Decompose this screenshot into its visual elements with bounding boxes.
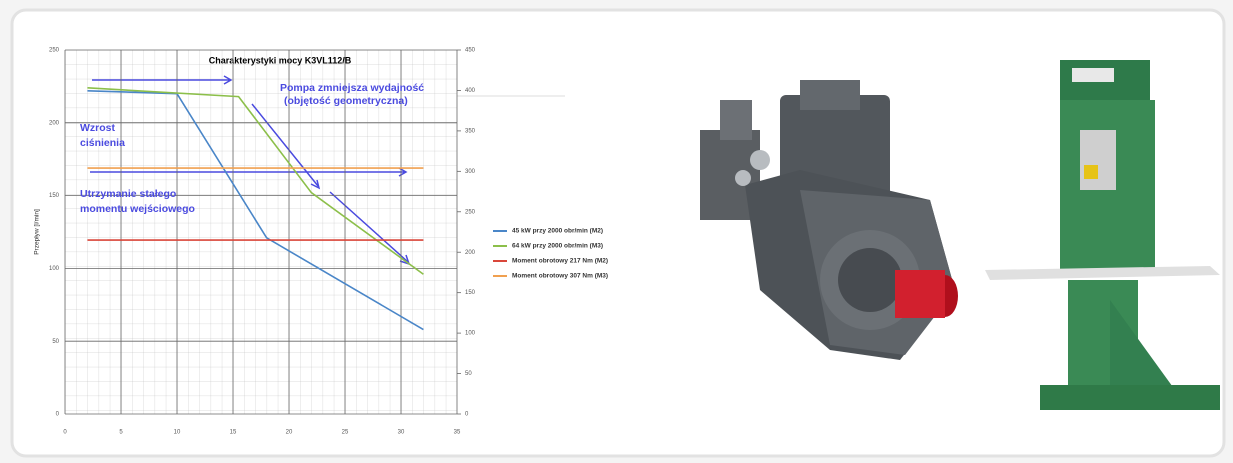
- x-tick-label: 10: [174, 430, 181, 436]
- chart-title: Charakterystyki mocy K3VL112/B: [209, 55, 352, 65]
- annotation: Wzrost: [80, 122, 116, 134]
- y-tick-label: 100: [49, 266, 60, 272]
- y2-tick-label: 400: [465, 88, 476, 94]
- y-tick-label: 250: [49, 48, 60, 54]
- y2-tick-label: 100: [465, 331, 476, 337]
- x-tick-label: 15: [230, 430, 237, 436]
- y-tick-label: 200: [49, 120, 60, 126]
- y-tick-label: 50: [52, 339, 59, 345]
- legend-label: 45 kW przy 2000 obr/min (M2): [512, 228, 603, 235]
- y2-tick-label: 50: [465, 371, 472, 377]
- page: Charakterystyki mocy K3VL112/B Przepływ …: [0, 0, 1233, 463]
- y2-tick-label: 300: [465, 169, 476, 175]
- annotation: ciśnienia: [80, 137, 125, 149]
- annotation: Pompa zmniejsza wydajność: [280, 82, 424, 94]
- legend-label: Moment obrotowy 307 Nm (M3): [512, 273, 608, 280]
- x-tick-label: 35: [454, 430, 461, 436]
- y2-tick-label: 250: [465, 209, 476, 215]
- legend-label: Moment obrotowy 217 Nm (M2): [512, 258, 608, 265]
- y-axis-label: Przepływ [l/min]: [34, 209, 41, 255]
- annotation: momentu wejściowego: [80, 203, 195, 215]
- x-tick-label: 25: [342, 430, 349, 436]
- x-tick-label: 30: [398, 430, 405, 436]
- y2-tick-label: 200: [465, 250, 476, 256]
- x-tick-label: 20: [286, 430, 293, 436]
- y2-tick-label: 150: [465, 290, 476, 296]
- legend-label: 64 kW przy 2000 obr/min (M3): [512, 243, 603, 250]
- y2-tick-label: 450: [465, 48, 476, 54]
- annotation: (objętość geometryczna): [284, 95, 408, 107]
- y-tick-label: 150: [49, 193, 60, 199]
- y2-tick-label: 350: [465, 128, 476, 134]
- annotation: Utrzymanie stałego: [80, 188, 176, 200]
- chart: Charakterystyki mocy K3VL112/B Przepływ …: [0, 0, 1233, 463]
